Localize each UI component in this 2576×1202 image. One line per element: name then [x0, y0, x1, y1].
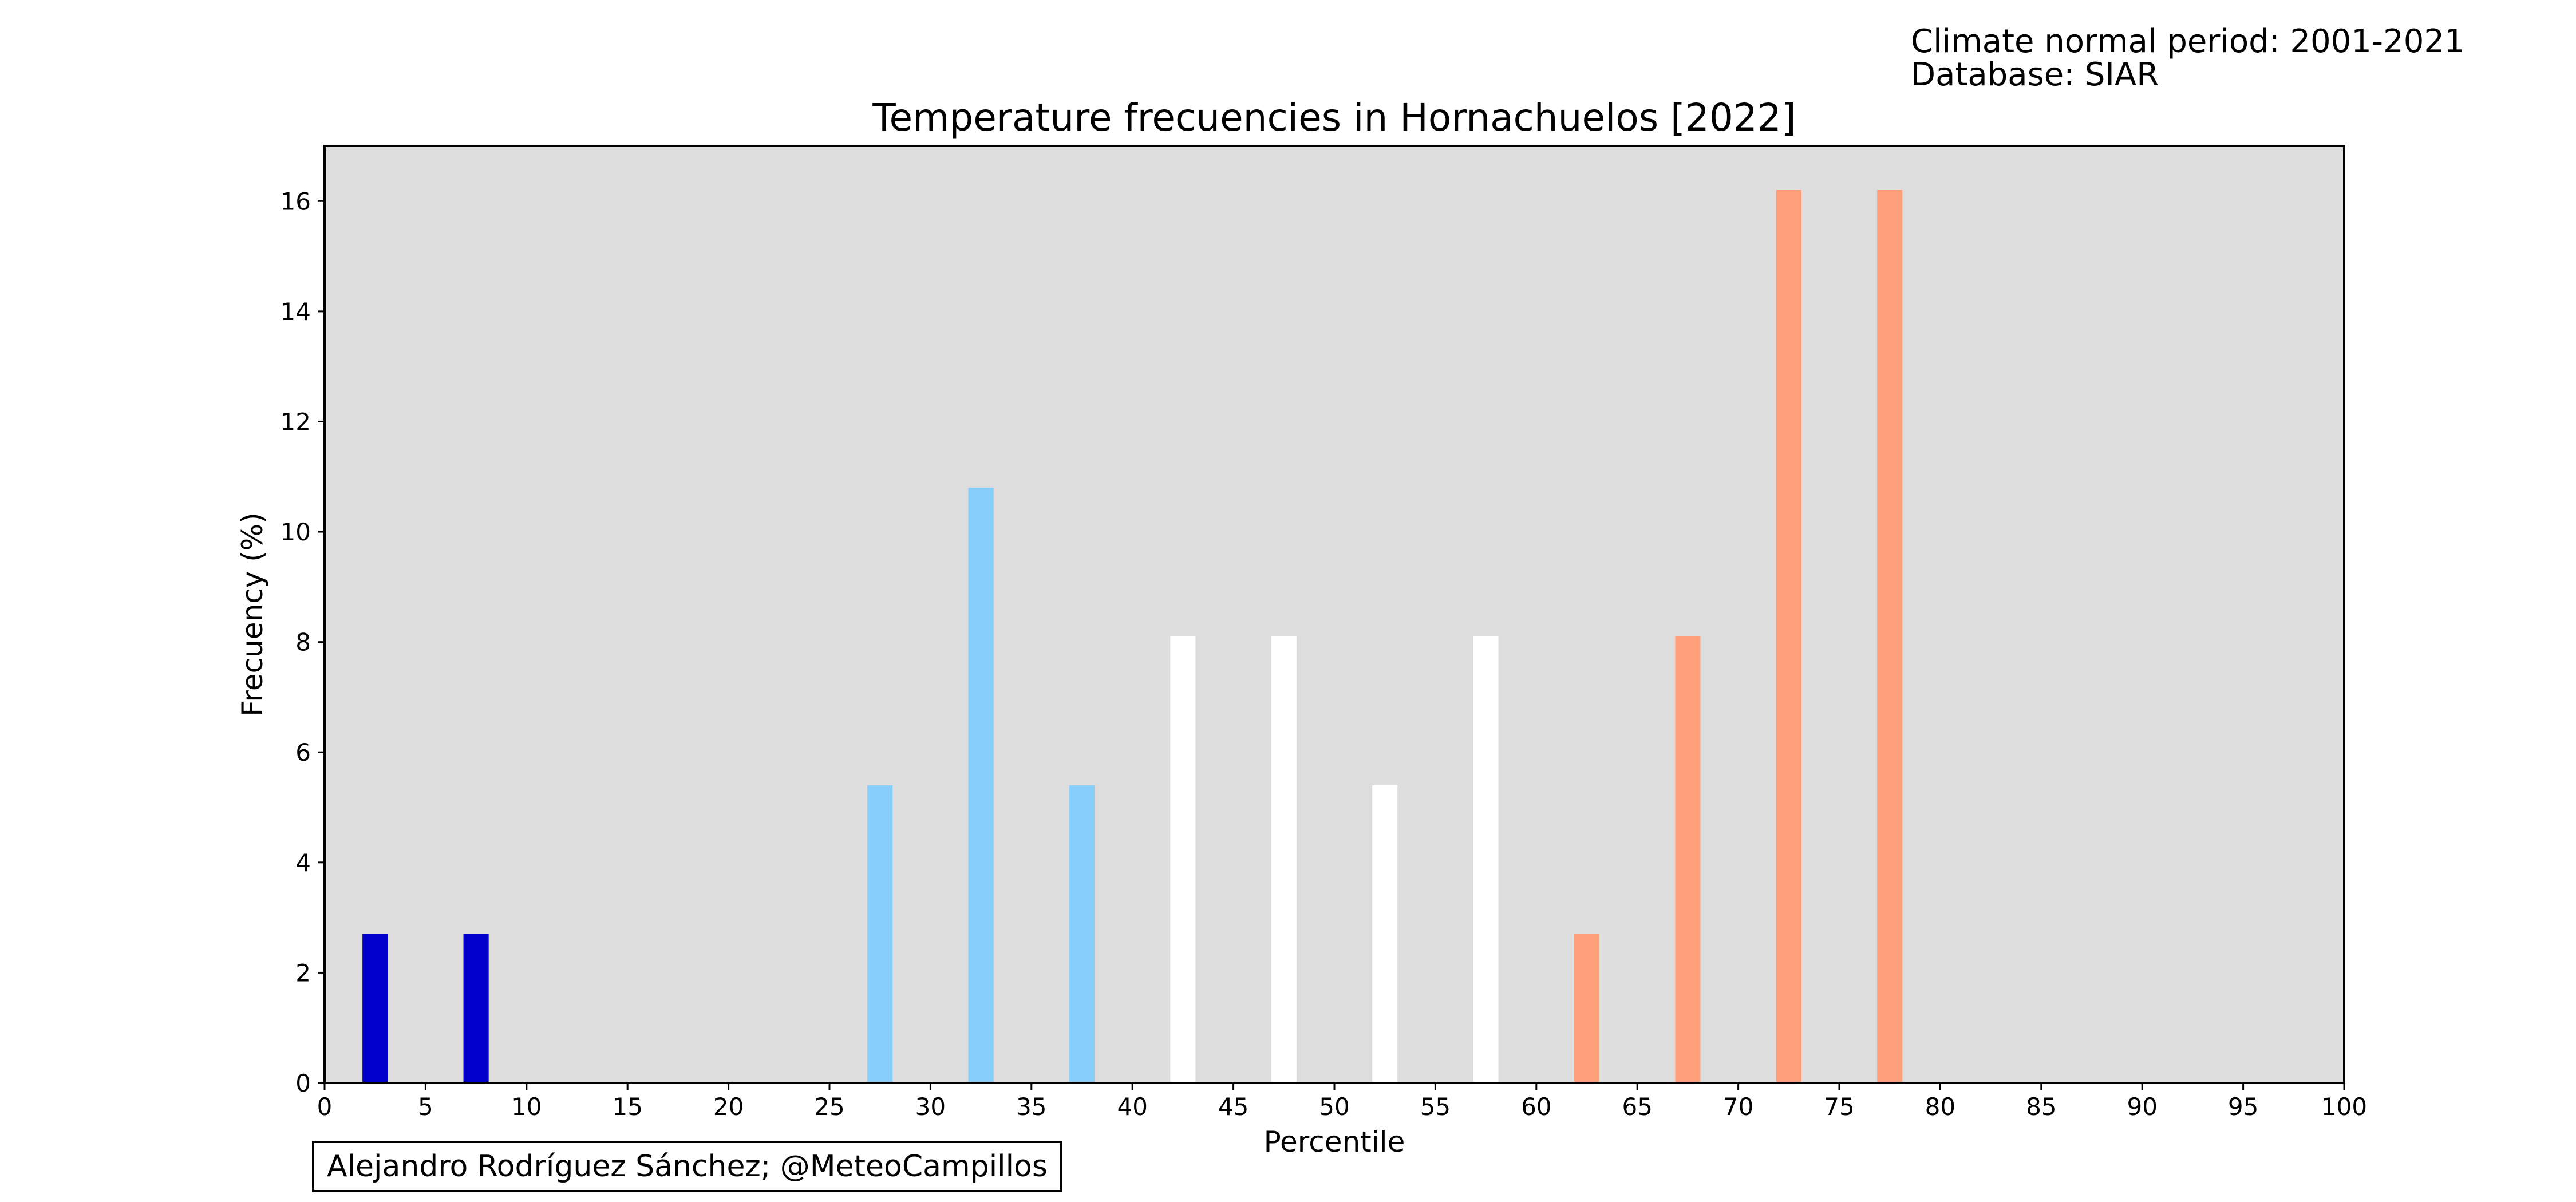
bar-8 [1372, 785, 1398, 1083]
x-tick-label: 70 [1723, 1093, 1753, 1121]
x-axis-ticks: 0 5 10 15 20 25 30 35 40 45 50 55 60 65 70 75 80 85 90 95 10… [317, 1083, 2367, 1121]
y-tick-label: 2 [295, 959, 311, 987]
x-axis-label: Percentile [1264, 1125, 1405, 1158]
y-tick-label: 4 [295, 849, 311, 877]
x-tick-label: 30 [915, 1093, 946, 1121]
bar-11 [1675, 636, 1701, 1083]
climate-period-note: Climate normal period: 2001-2021 [1911, 23, 2465, 60]
x-tick-label: 95 [2228, 1093, 2258, 1121]
x-tick-label: 10 [511, 1093, 542, 1121]
x-tick-label: 0 [317, 1093, 333, 1121]
y-axis-ticks: 0 2 4 6 8 10 12 14 16 [280, 187, 325, 1097]
y-axis-label: Frecuency (%) [236, 512, 269, 716]
bar-10 [1574, 934, 1600, 1083]
x-tick-label: 50 [1319, 1093, 1349, 1121]
y-tick-label: 14 [280, 298, 311, 326]
x-tick-label: 55 [1420, 1093, 1451, 1121]
y-tick-label: 0 [295, 1069, 311, 1097]
bars-group [362, 190, 1903, 1084]
x-tick-label: 35 [1016, 1093, 1046, 1121]
author-credit: Alejandro Rodríguez Sánchez; @MeteoCampi… [312, 1141, 1062, 1192]
y-tick-label: 12 [280, 408, 311, 436]
bar-3 [867, 785, 893, 1083]
x-tick-label: 85 [2026, 1093, 2056, 1121]
x-tick-label: 75 [1824, 1093, 1854, 1121]
y-tick-label: 6 [295, 738, 311, 766]
bar-9 [1473, 636, 1499, 1083]
bar-5 [1069, 785, 1095, 1083]
chart-title: Temperature frecuencies in Hornachuelos … [872, 96, 1796, 140]
x-tick-label: 40 [1117, 1093, 1147, 1121]
y-tick-label: 8 [295, 628, 311, 657]
x-tick-label: 90 [2127, 1093, 2157, 1121]
bar-13 [1877, 190, 1903, 1084]
x-tick-label: 60 [1521, 1093, 1551, 1121]
bar-7 [1271, 636, 1297, 1083]
x-tick-label: 20 [713, 1093, 744, 1121]
bar-2 [463, 934, 489, 1083]
x-tick-label: 15 [612, 1093, 642, 1121]
y-tick-label: 16 [280, 187, 311, 215]
x-tick-label: 80 [1925, 1093, 1955, 1121]
y-tick-label: 10 [280, 518, 311, 546]
x-tick-label: 25 [814, 1093, 844, 1121]
x-tick-label: 100 [2321, 1093, 2367, 1121]
database-note: Database: SIAR [1911, 56, 2159, 93]
x-tick-label: 65 [1622, 1093, 1652, 1121]
bar-4 [968, 488, 994, 1083]
bar-1 [362, 934, 388, 1083]
bar-12 [1776, 190, 1801, 1084]
plot-area [325, 146, 2344, 1083]
bar-6 [1170, 636, 1196, 1083]
x-tick-label: 45 [1218, 1093, 1249, 1121]
x-tick-label: 5 [418, 1093, 433, 1121]
